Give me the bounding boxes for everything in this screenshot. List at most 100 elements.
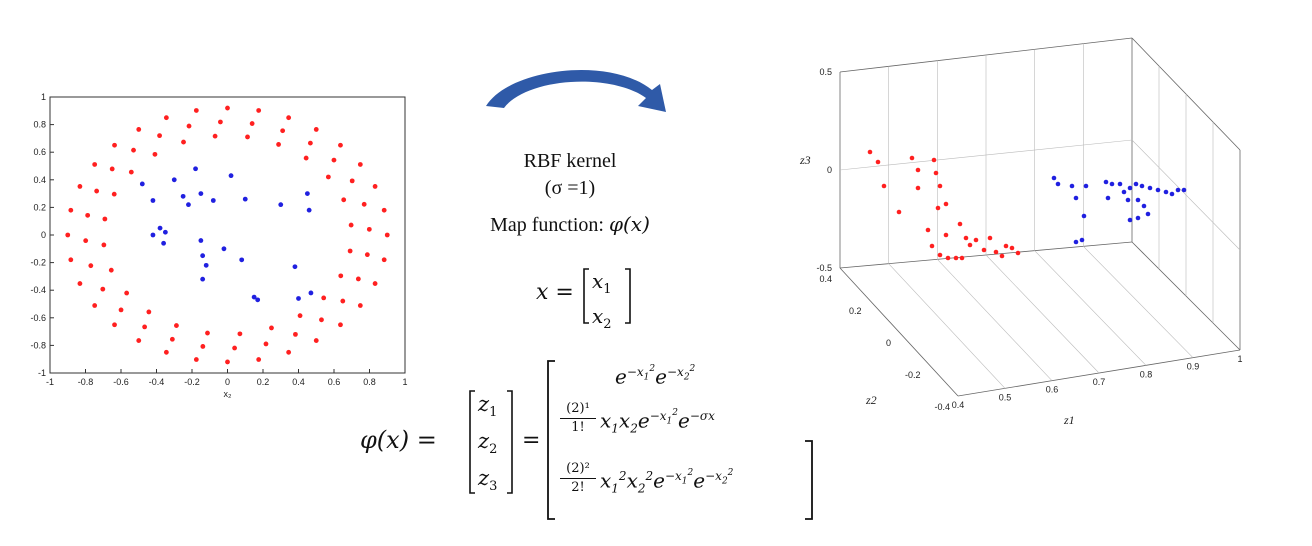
data-point-outer (169, 336, 175, 342)
data-point-inner (198, 238, 204, 243)
plot-frame (49, 96, 406, 374)
data-point-inner (162, 229, 168, 235)
data-point-outer (65, 232, 71, 238)
x-tick-label: -1 (46, 377, 54, 387)
data-point-outer (83, 238, 89, 244)
data-point-outer (174, 323, 179, 328)
data-point-outer (112, 142, 117, 148)
row3-coef-den: 2! (571, 480, 585, 495)
y-tick-label: 1 (41, 92, 46, 102)
rhs-bracket-left (547, 360, 555, 520)
data-point-outer (286, 115, 292, 121)
data-point-outer (349, 178, 355, 184)
x-tick-label: 0.8 (363, 377, 376, 387)
data-point-outer (128, 169, 134, 175)
data-point-inner (150, 232, 156, 238)
x-tick-label: -0.4 (149, 377, 165, 387)
data-point-outer (142, 324, 148, 330)
data-point-inner (200, 253, 206, 259)
data-point-inner (139, 181, 145, 187)
data-point-outer (100, 286, 106, 292)
row2-coef-den: 1! (571, 420, 585, 435)
data-point-outer (108, 267, 114, 273)
x-def-lhs: x = (536, 280, 574, 305)
kernel-title: RBF kernel (523, 150, 617, 172)
y-tick-label: -1 (38, 368, 46, 378)
x-tick-label: 0.2 (257, 377, 270, 387)
x1-entry: x1 (592, 269, 612, 297)
data-point-inner (221, 246, 227, 252)
data-point-outer (212, 133, 218, 139)
formula-equals: = (522, 428, 541, 453)
data-point-outer (146, 309, 152, 315)
data-point-outer (136, 127, 142, 132)
y-tick-label: 0 (41, 230, 46, 240)
data-point-inner (210, 198, 216, 203)
data-point-outer (293, 331, 298, 337)
data-point-outer (68, 207, 74, 213)
data-point-outer (384, 232, 390, 238)
z1-entry: z1 (478, 392, 498, 421)
data-point-outer (245, 134, 250, 140)
data-point-inner (228, 173, 234, 179)
data-point-outer (286, 349, 292, 355)
x-bracket-left (583, 268, 589, 324)
data-point-outer (319, 317, 324, 323)
data-point-outer (68, 257, 74, 263)
data-point-outer (88, 263, 94, 269)
x-tick-label: 0.4 (292, 377, 305, 387)
data-point-inner (193, 166, 198, 172)
data-point-inner (161, 240, 167, 246)
data-point-outer (163, 349, 169, 355)
data-point-outer (163, 115, 169, 121)
data-point-outer (381, 257, 387, 263)
data-point-outer (341, 197, 347, 203)
data-point-outer (276, 142, 281, 147)
map-function-label: Map function: (490, 214, 609, 236)
data-point-outer (372, 184, 378, 189)
data-point-outer (193, 357, 199, 362)
data-point-outer (77, 184, 83, 189)
data-point-outer (124, 290, 130, 296)
row2-coef-num: (2)¹ (560, 400, 596, 419)
data-point-outer (157, 133, 162, 139)
data-point-outer (94, 188, 100, 194)
data-point-outer (325, 174, 331, 180)
x-definition: x = x1 x2 (536, 268, 656, 332)
data-point-outer (366, 226, 372, 232)
data-point-outer (109, 166, 115, 172)
data-point-inner (171, 177, 177, 183)
y-tick-label: 0.2 (33, 202, 46, 212)
data-point-outer (225, 359, 230, 365)
data-point-outer (338, 322, 343, 328)
data-point-inner (306, 207, 312, 213)
data-point-inner (308, 290, 314, 296)
data-point-outer (280, 128, 286, 134)
z-bracket-left (469, 390, 475, 494)
data-point-outer (200, 344, 206, 349)
data-point-inner (157, 225, 163, 231)
data-point-outer (181, 139, 186, 145)
data-point-outer (92, 303, 98, 308)
data-point-outer (338, 273, 344, 279)
y-tick-label: 0.8 (33, 120, 46, 130)
data-point-outer (118, 307, 124, 313)
data-point-inner (239, 257, 245, 263)
data-point-outer (193, 108, 199, 113)
phi-x: φ(x) (608, 212, 650, 236)
rhs-row-1: e−x12e−x22 (615, 364, 696, 389)
data-point-outer (205, 330, 210, 336)
data-point-inner (296, 296, 301, 301)
data-point-inner (278, 202, 284, 208)
data-point-inner (251, 294, 257, 300)
data-point-outer (338, 142, 343, 148)
data-point-outer (237, 331, 243, 337)
data-point-outer (256, 357, 262, 362)
data-point-outer (372, 281, 378, 286)
data-point-outer (357, 162, 363, 167)
x2-entry: x2 (592, 304, 612, 332)
data-point-outer (218, 119, 223, 125)
x-tick-label: 1 (402, 377, 407, 387)
z2-entry: z2 (478, 429, 498, 458)
